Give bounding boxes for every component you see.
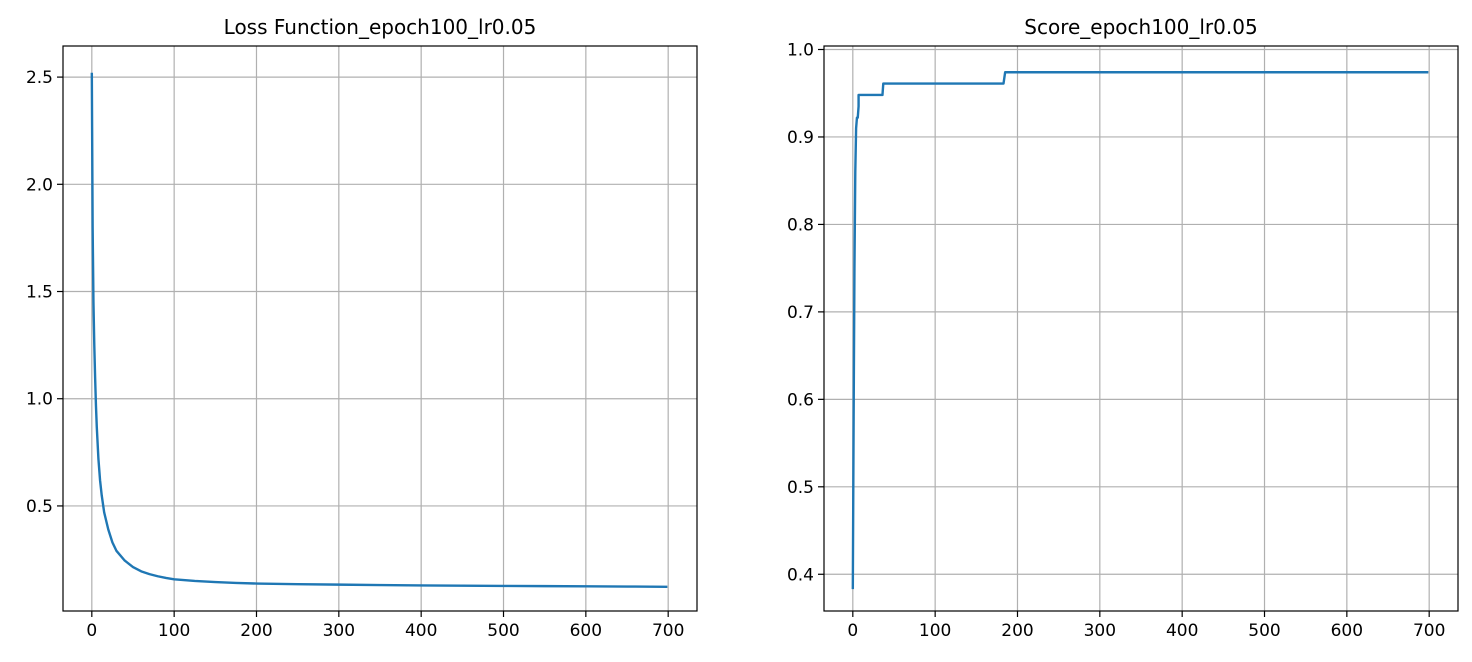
score-x-tick-label: 400 [1166,621,1198,641]
score-plot: 0 100 200 300 400 500 600 700 0.4 0.5 0.6 0.7 0.8 0.9… [787,15,1459,641]
loss-x-tick-label: 400 [405,621,437,641]
loss-y-tick-label: 1.5 [26,283,53,303]
score-x-tick-label: 100 [919,621,951,641]
loss-y-tick-label: 2.5 [26,68,53,88]
score-y-tick-label: 1.0 [787,40,814,60]
score-y-tick-label: 0.6 [787,390,814,410]
loss-x-tick-label: 600 [570,621,602,641]
score-y-tick-label: 0.7 [787,303,814,323]
loss-plot: 0 100 200 300 400 500 600 700 0.5 1.0 1.5 2.0 2.5 Los… [26,15,698,641]
score-series-line [851,71,1429,590]
score-chart-title: Score_epoch100_lr0.05 [1024,15,1257,39]
loss-y-tick-label: 0.5 [26,497,53,517]
loss-y-tick-label: 1.0 [26,390,53,410]
score-x-tick-label: 600 [1331,621,1363,641]
score-y-tick-label: 0.4 [787,565,814,585]
score-y-tick-label: 0.8 [787,215,814,235]
score-x-tick-label: 700 [1413,621,1445,641]
score-x-tick-label: 200 [1001,621,1033,641]
loss-series-line [90,72,668,588]
loss-axes-frame [62,45,698,612]
score-axes-frame [823,45,1459,612]
loss-x-tick-label: 100 [158,621,190,641]
score-y-tick-label: 0.9 [787,128,814,148]
loss-x-tick-label: 0 [86,621,97,641]
score-x-tick-label: 0 [847,621,858,641]
loss-x-tick-label: 500 [487,621,519,641]
score-y-tick-label: 0.5 [787,478,814,498]
loss-chart-title: Loss Function_epoch100_lr0.05 [224,15,537,39]
loss-x-tick-label: 700 [652,621,684,641]
score-x-tick-label: 300 [1084,621,1116,641]
score-x-tick-label: 500 [1248,621,1280,641]
loss-x-tick-label: 200 [240,621,272,641]
loss-y-tick-label: 2.0 [26,175,53,195]
loss-x-tick-label: 300 [323,621,355,641]
